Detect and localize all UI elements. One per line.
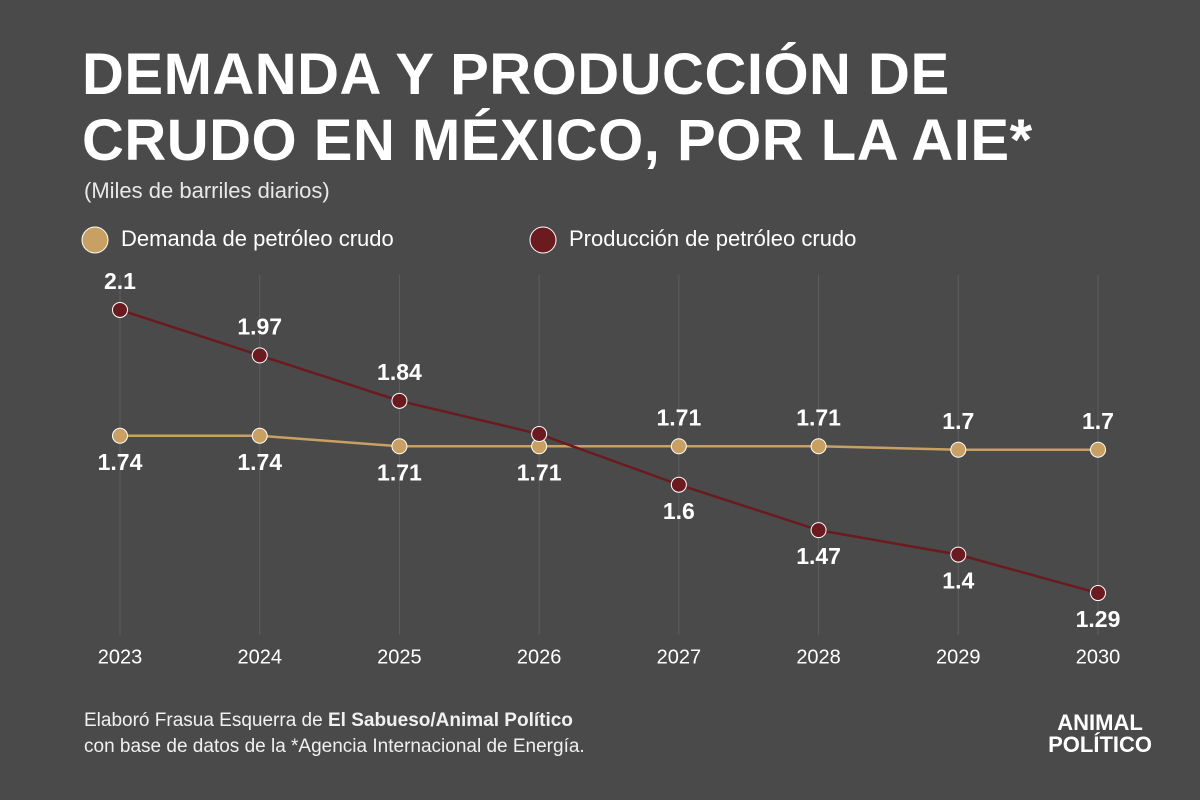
- data-label: 1.29: [1076, 606, 1121, 632]
- data-point: [1090, 585, 1106, 602]
- data-label: 1.71: [377, 459, 422, 485]
- data-point: [531, 426, 548, 443]
- x-tick-label: 2023: [98, 646, 143, 668]
- data-label: 1.71: [796, 404, 841, 430]
- legend-label: Producción de petróleo crudo: [569, 226, 856, 251]
- data-label: 1.47: [796, 543, 841, 569]
- data-point: [112, 427, 128, 444]
- data-label: 1.74: [98, 449, 143, 475]
- legend-marker: [529, 226, 557, 254]
- legend-label: Demanda de petróleo crudo: [121, 226, 394, 251]
- data-point: [810, 522, 827, 539]
- data-label: 1.71: [656, 404, 701, 430]
- x-tick-label: 2029: [936, 646, 981, 668]
- data-point: [1090, 441, 1106, 458]
- data-point: [810, 438, 827, 455]
- source-note: Elaboró Frasua Esquerra de El Sabueso/An…: [84, 708, 585, 760]
- data-point: [670, 438, 687, 455]
- data-point: [670, 476, 687, 493]
- data-label: 1.6: [663, 498, 695, 524]
- data-point: [950, 441, 967, 458]
- legend-marker: [81, 226, 109, 254]
- data-label: 1.7: [942, 408, 974, 434]
- x-tick-label: 2024: [237, 646, 282, 668]
- data-label: 2.1: [104, 268, 136, 294]
- x-tick-label: 2025: [377, 646, 422, 668]
- x-tick-label: 2030: [1076, 646, 1121, 668]
- data-point: [251, 347, 268, 364]
- data-point: [251, 427, 268, 444]
- title-line: CRUDO EN MÉXICO, POR LA AIE*: [82, 108, 1033, 173]
- logo: ANIMAL POLÍTICO: [1048, 712, 1152, 756]
- series-line: [119, 308, 1099, 595]
- data-point: [950, 546, 967, 563]
- logo-text: POLÍTICO: [1048, 732, 1152, 757]
- data-point: [112, 301, 128, 318]
- subtitle: (Miles de barriles diarios): [84, 178, 330, 203]
- data-point: [391, 438, 408, 455]
- x-tick-label: 2028: [796, 646, 841, 668]
- title-line: DEMANDA Y PRODUCCIÓN DE: [82, 42, 950, 107]
- data-label: 1.4: [942, 568, 974, 594]
- logo-text: ANIMAL: [1057, 710, 1143, 735]
- x-tick-label: 2027: [657, 646, 702, 668]
- data-label: 1.74: [237, 449, 282, 475]
- source-bold: El Sabueso/Animal Político: [327, 710, 573, 731]
- data-label: 1.7: [1082, 408, 1114, 434]
- data-point: [391, 392, 408, 409]
- source-text: Elaboró Frasua Esquerra de: [84, 710, 328, 731]
- chart-title: DEMANDA Y PRODUCCIÓN DE CRUDO EN MÉXICO,…: [82, 42, 1033, 174]
- series-line: [120, 434, 1098, 452]
- x-tick-label: 2026: [517, 646, 562, 668]
- source-text: con base de datos de la *Agencia Interna…: [84, 736, 585, 757]
- data-label: 1.71: [517, 459, 562, 485]
- data-label: 1.97: [237, 313, 282, 339]
- data-label: 1.84: [377, 359, 422, 385]
